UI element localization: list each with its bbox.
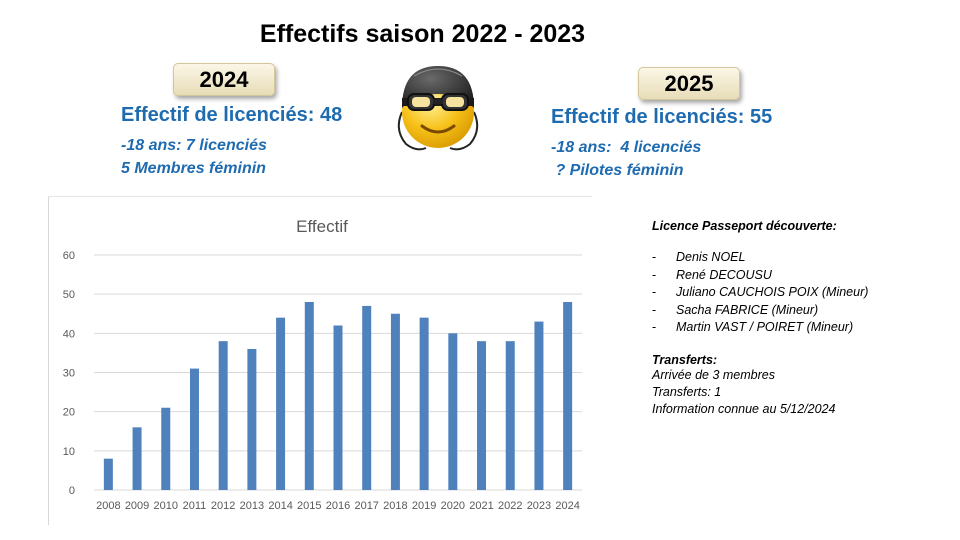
x-tick-label: 2019 xyxy=(412,500,436,512)
x-tick-label: 2022 xyxy=(498,500,522,512)
notes-panel: Licence Passeport découverte: - Denis NOE… xyxy=(652,219,952,418)
x-tick-label: 2012 xyxy=(211,500,235,512)
list-item: - René DECOUSU xyxy=(652,267,772,282)
bar-2014 xyxy=(276,317,286,490)
list-item: - Sacha FABRICE (Mineur) xyxy=(652,302,819,317)
female-2024: 5 Membres féminin xyxy=(121,160,266,177)
y-tick-label: 30 xyxy=(63,368,75,380)
bar-2024 xyxy=(563,302,573,490)
bar-2018 xyxy=(390,313,400,490)
bar-2011 xyxy=(189,368,199,490)
bar-2016 xyxy=(333,325,343,490)
list-item: - Juliano CAUCHOIS POIX (Mineur) xyxy=(652,285,869,299)
x-tick-label: 2009 xyxy=(125,500,149,512)
y-tick-label: 40 xyxy=(63,328,75,340)
bar-2017 xyxy=(362,305,372,490)
bar-2009 xyxy=(132,427,142,490)
stats-2025: Effectif de licenciés: 55 -18 ans: 4 lic… xyxy=(551,106,772,182)
x-tick-label: 2013 xyxy=(240,500,264,512)
x-tick-label: 2017 xyxy=(354,500,378,512)
chart-frame: Effectif 0 10 20 30 40 50 60 2008 2009 2010 2011 20… xyxy=(48,196,592,525)
y-tick-label: 50 xyxy=(63,289,75,301)
y-tick-label: 0 xyxy=(69,485,75,497)
year-badge-2024: 2024 xyxy=(173,63,275,96)
y-tick-label: 20 xyxy=(63,407,75,419)
transfers-line: Information connue au 5/12/2024 xyxy=(652,401,836,416)
bar-2019 xyxy=(419,317,429,490)
smiley-pilot-helmet-icon xyxy=(397,66,479,151)
minors-2024: -18 ans: 7 licenciés xyxy=(121,137,267,154)
x-tick-label: 2021 xyxy=(469,500,493,512)
bar-2010 xyxy=(161,407,171,490)
page-title: Effectifs saison 2022 - 2023 xyxy=(259,20,586,48)
licence-heading: Licence Passeport découverte: xyxy=(652,219,837,233)
y-tick-label: 10 xyxy=(63,446,75,458)
bar-2012 xyxy=(218,341,228,490)
bar-2008 xyxy=(103,458,113,490)
effectif-2025: Effectif de licenciés: 55 xyxy=(551,106,773,128)
effectif-2024: Effectif de licenciés: 48 xyxy=(121,104,343,126)
transfers-line: Transferts: 1 xyxy=(652,384,722,399)
bar-2022 xyxy=(505,341,515,490)
transfers-line: Arrivée de 3 membres xyxy=(652,367,775,382)
x-tick-label: 2015 xyxy=(297,500,321,512)
x-tick-label: 2010 xyxy=(154,500,178,512)
x-tick-label: 2014 xyxy=(268,500,292,512)
chart-title: Effectif xyxy=(296,217,348,236)
bar-chart-effectif: Effectif 0 10 20 30 40 50 60 2008 2009 2010 2011 20… xyxy=(63,217,582,512)
x-tick-label: 2008 xyxy=(96,500,120,512)
licence-list: - Denis NOEL - René DECOUSU - Juliano CAUCH… xyxy=(652,249,952,337)
y-tick-label: 60 xyxy=(63,250,75,262)
bar-2021 xyxy=(477,341,487,490)
x-tick-label: 2011 xyxy=(183,500,207,512)
minors-2025: -18 ans: 4 licenciés xyxy=(551,139,702,156)
x-tick-label: 2020 xyxy=(441,500,465,512)
list-item: - Denis NOEL xyxy=(652,250,746,264)
bar-2023 xyxy=(534,321,544,490)
transfers-heading: Transferts: xyxy=(652,352,718,367)
year-badge-2025: 2025 xyxy=(638,67,740,100)
x-tick-label: 2016 xyxy=(326,500,350,512)
stats-2024: Effectif de licenciés: 48 -18 ans: 7 lic… xyxy=(121,104,342,180)
list-item: - Martin VAST / POIRET (Mineur) xyxy=(652,320,854,334)
x-tick-label: 2018 xyxy=(383,500,407,512)
bar-2015 xyxy=(304,302,314,490)
female-2025: ? Pilotes féminin xyxy=(551,162,684,179)
bar-2020 xyxy=(448,333,458,490)
bar-2013 xyxy=(247,349,257,490)
x-tick-label: 2023 xyxy=(527,500,551,512)
x-tick-label: 2024 xyxy=(555,500,579,512)
